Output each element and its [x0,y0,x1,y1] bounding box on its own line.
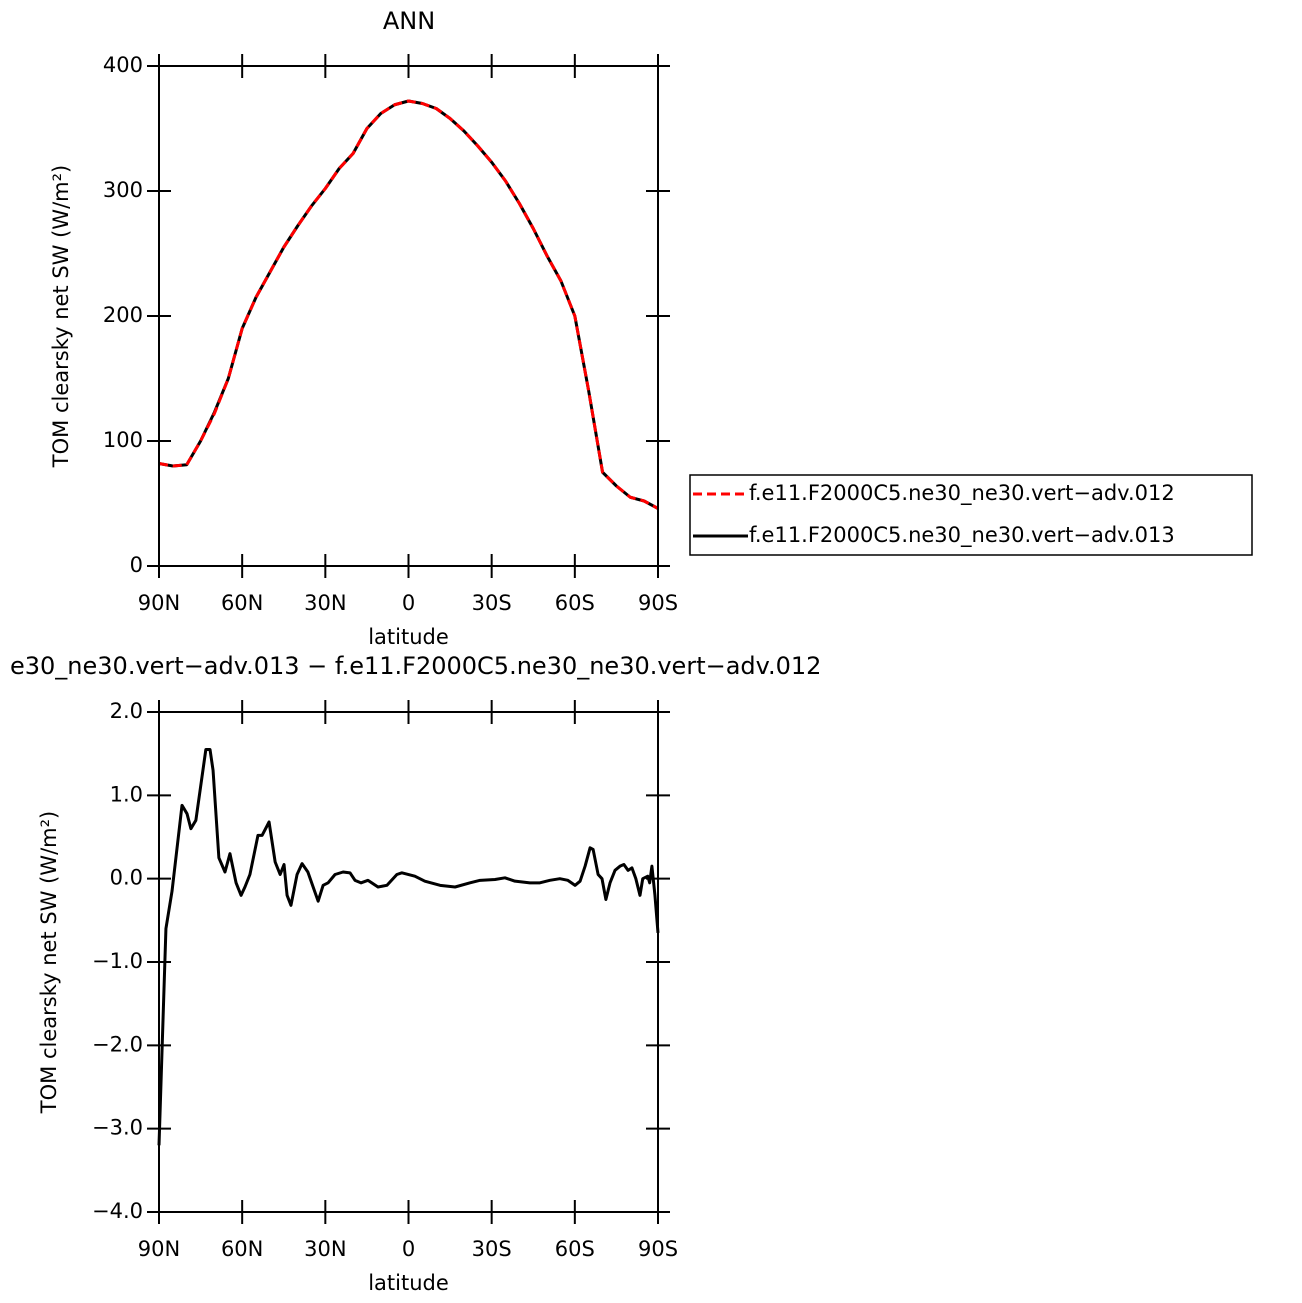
chart-title: e30_ne30.vert−adv.013 − f.e11.F2000C5.ne… [10,652,821,680]
y-tick-label: 300 [103,178,143,202]
y-tick-label: 1.0 [110,782,143,806]
x-tick-label: 60S [555,1237,595,1261]
plot-frame [158,711,659,1213]
x-axis-label: latitude [368,625,449,649]
y-axis-label: TOM clearsky net SW (W/m²) [37,811,61,1114]
legend-box [689,474,1253,556]
x-tick-label: 60S [555,591,595,615]
y-tick-label: 400 [103,53,143,77]
x-axis-label: latitude [368,1271,449,1295]
y-tick-label: 0.0 [110,866,143,890]
y-tick-label: 100 [103,428,143,452]
chart-title: ANN [383,7,435,35]
plot-frame [158,65,659,567]
x-tick-label: 60N [221,1237,263,1261]
x-tick-label: 0 [402,591,415,615]
y-tick-label: −1.0 [92,949,143,973]
x-tick-label: 90N [138,1237,180,1261]
x-tick-label: 90N [138,591,180,615]
y-tick-label: 0 [130,553,143,577]
y-axis-label: TOM clearsky net SW (W/m²) [49,165,73,468]
x-tick-label: 30S [472,1237,512,1261]
data-line [158,99,659,510]
data-line [158,99,659,510]
x-tick-label: 90S [638,591,678,615]
y-tick-label: 200 [103,303,143,327]
x-tick-label: 0 [402,1237,415,1261]
legend-label: f.e11.F2000C5.ne30_ne30.vert−adv.012 [749,481,1175,506]
x-tick-label: 90S [638,1237,678,1261]
x-tick-label: 30S [472,591,512,615]
x-tick-label: 30N [304,591,346,615]
legend-label: f.e11.F2000C5.ne30_ne30.vert−adv.013 [749,523,1175,548]
data-line [157,748,660,1146]
y-tick-label: −2.0 [92,1032,143,1056]
x-tick-label: 30N [304,1237,346,1261]
y-tick-label: −3.0 [92,1116,143,1140]
y-tick-label: −4.0 [92,1199,143,1223]
y-tick-label: 2.0 [110,699,143,723]
x-tick-label: 60N [221,591,263,615]
